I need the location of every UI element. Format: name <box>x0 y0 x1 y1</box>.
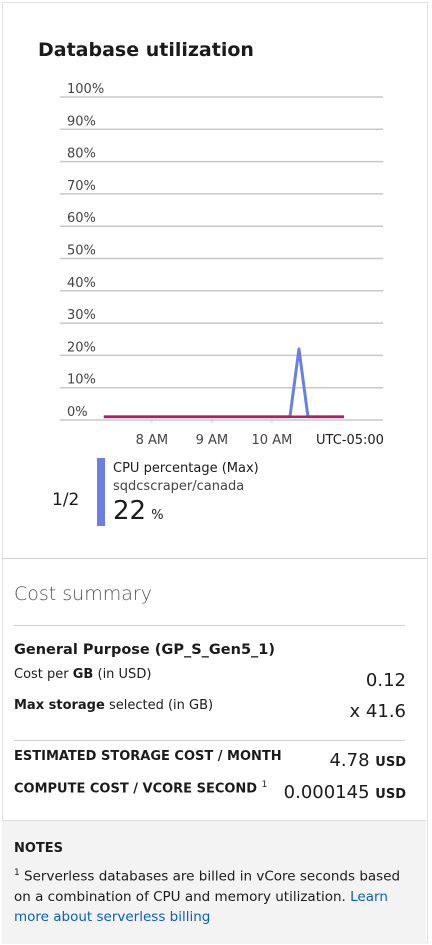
x-tick-label: 10 AM <box>252 433 293 448</box>
y-tick-label: 50% <box>67 244 96 259</box>
max-storage-label: Max storage selected (in GB) <box>14 698 213 713</box>
legend-resource: sqdcscraper/canada <box>113 479 245 494</box>
y-tick-label: 30% <box>67 308 96 323</box>
divider <box>3 558 427 559</box>
text: Max storage <box>14 698 105 713</box>
y-tick-label: 100% <box>67 82 104 97</box>
legend-value-group: 22 % <box>113 496 164 526</box>
unit: USD <box>375 787 406 802</box>
cost-per-gb-label: Cost per GB (in USD) <box>14 667 151 682</box>
y-tick-label: 70% <box>67 179 96 194</box>
series-line <box>103 347 344 419</box>
text: Serverless databases are billed in vCore… <box>14 868 401 905</box>
y-tick-label: 60% <box>67 211 96 226</box>
x-tick-label: 9 AM <box>196 433 229 448</box>
storage-cost-label: ESTIMATED STORAGE COST / MONTH <box>14 749 282 764</box>
legend-pager: 1/2 <box>52 490 80 510</box>
section-title: Cost summary <box>14 583 152 605</box>
unit: USD <box>375 755 406 770</box>
footnote-mark: 1 <box>14 868 20 878</box>
compute-cost-label: COMPUTE COST / VCORE SECOND 1 <box>14 780 267 796</box>
x-tick-label: 8 AM <box>136 433 169 448</box>
card-title: Database utilization <box>38 39 254 61</box>
compute-cost: 0.000145 USD <box>284 782 406 803</box>
value: 4.78 <box>329 750 370 771</box>
value: 0.000145 <box>283 782 370 803</box>
text: selected (in GB) <box>104 698 214 713</box>
legend-unit: % <box>151 508 164 523</box>
text: COMPUTE COST / VCORE SECOND <box>14 781 258 797</box>
legend-value: 22 <box>113 496 147 526</box>
y-tick-label: 0% <box>67 405 88 420</box>
link[interactable]: Learn more about serverless billing <box>14 888 388 925</box>
text: Cost per <box>14 667 73 682</box>
y-tick-label: 80% <box>67 147 96 162</box>
legend-metric: CPU percentage (Max) <box>113 461 259 476</box>
y-tick-label: 40% <box>67 276 96 291</box>
legend-swatch <box>97 458 105 526</box>
storage-cost: 4.78 USD <box>329 750 406 771</box>
y-tick-label: 20% <box>67 340 96 355</box>
y-tick-label: 90% <box>67 114 96 129</box>
notes-text: 1 Serverless databases are billed in vCo… <box>14 863 404 927</box>
y-tick-label: 10% <box>67 373 96 388</box>
tier: General Purpose (GP_S_Gen5_1) <box>14 642 276 658</box>
text: (in USD) <box>93 667 152 682</box>
text: GB <box>72 667 94 682</box>
chart: 0% 10% 20% 30% 40% 50% 60% 70% 80% 90% 100% 8 AM 9 A… <box>60 82 384 448</box>
cost-per-gb-value: 0.12 <box>365 670 406 691</box>
divider <box>14 740 405 741</box>
footnote-ref: 1 <box>261 780 268 790</box>
timezone-label: UTC-05:00 <box>316 433 384 448</box>
max-storage-value: x 41.6 <box>349 701 406 722</box>
notes-title: NOTES <box>14 841 64 856</box>
notes: NOTES 1 Serverless databases are billed … <box>2 820 426 944</box>
divider <box>14 625 405 626</box>
